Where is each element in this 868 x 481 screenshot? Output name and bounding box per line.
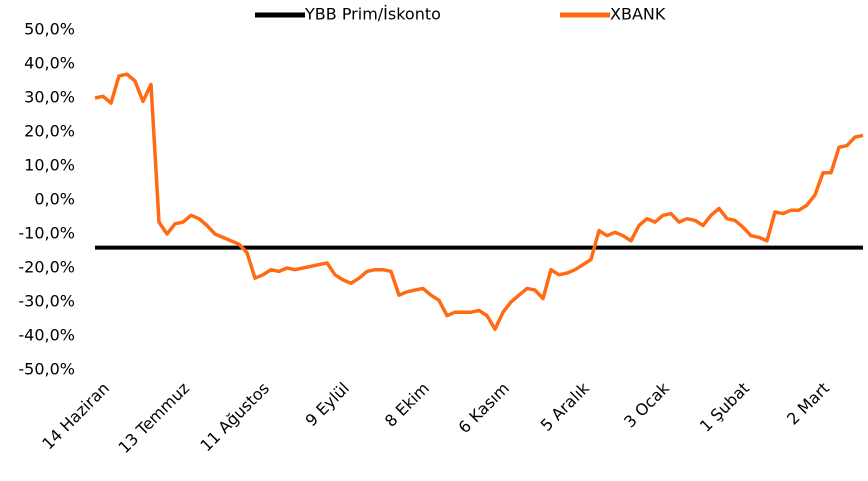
x-tick-label: 14 Haziran: [38, 379, 113, 454]
x-tick-label: 11 Ağustos: [196, 379, 273, 456]
y-tick-label: 0,0%: [34, 190, 75, 209]
y-tick-label: -20,0%: [18, 258, 75, 277]
x-tick-label: 5 Aralık: [537, 378, 594, 435]
y-tick-label: 40,0%: [24, 54, 75, 73]
legend-label: XBANK: [610, 5, 666, 24]
x-tick-label: 13 Temmuz: [114, 379, 193, 458]
y-tick-label: -50,0%: [18, 360, 75, 379]
x-tick-label: 8 Ekim: [381, 379, 433, 431]
y-tick-label: -30,0%: [18, 292, 75, 311]
y-tick-label: -10,0%: [18, 224, 75, 243]
line-series: [94, 72, 864, 331]
x-tick-label: 1 Şubat: [696, 379, 753, 436]
x-tick-label: 9 Eylül: [301, 379, 353, 431]
x-tick-label: 3 Ocak: [620, 378, 673, 431]
y-tick-label: 30,0%: [24, 88, 75, 107]
x-tick-label: 2 Mart: [783, 379, 833, 429]
y-tick-label: 10,0%: [24, 156, 75, 175]
legend-label: YBB Prim/İskonto: [304, 5, 441, 24]
y-tick-label: 50,0%: [24, 20, 75, 39]
x-tick-label: 6 Kasım: [455, 379, 513, 437]
y-tick-label: 20,0%: [24, 122, 75, 141]
y-tick-label: -40,0%: [18, 326, 75, 345]
